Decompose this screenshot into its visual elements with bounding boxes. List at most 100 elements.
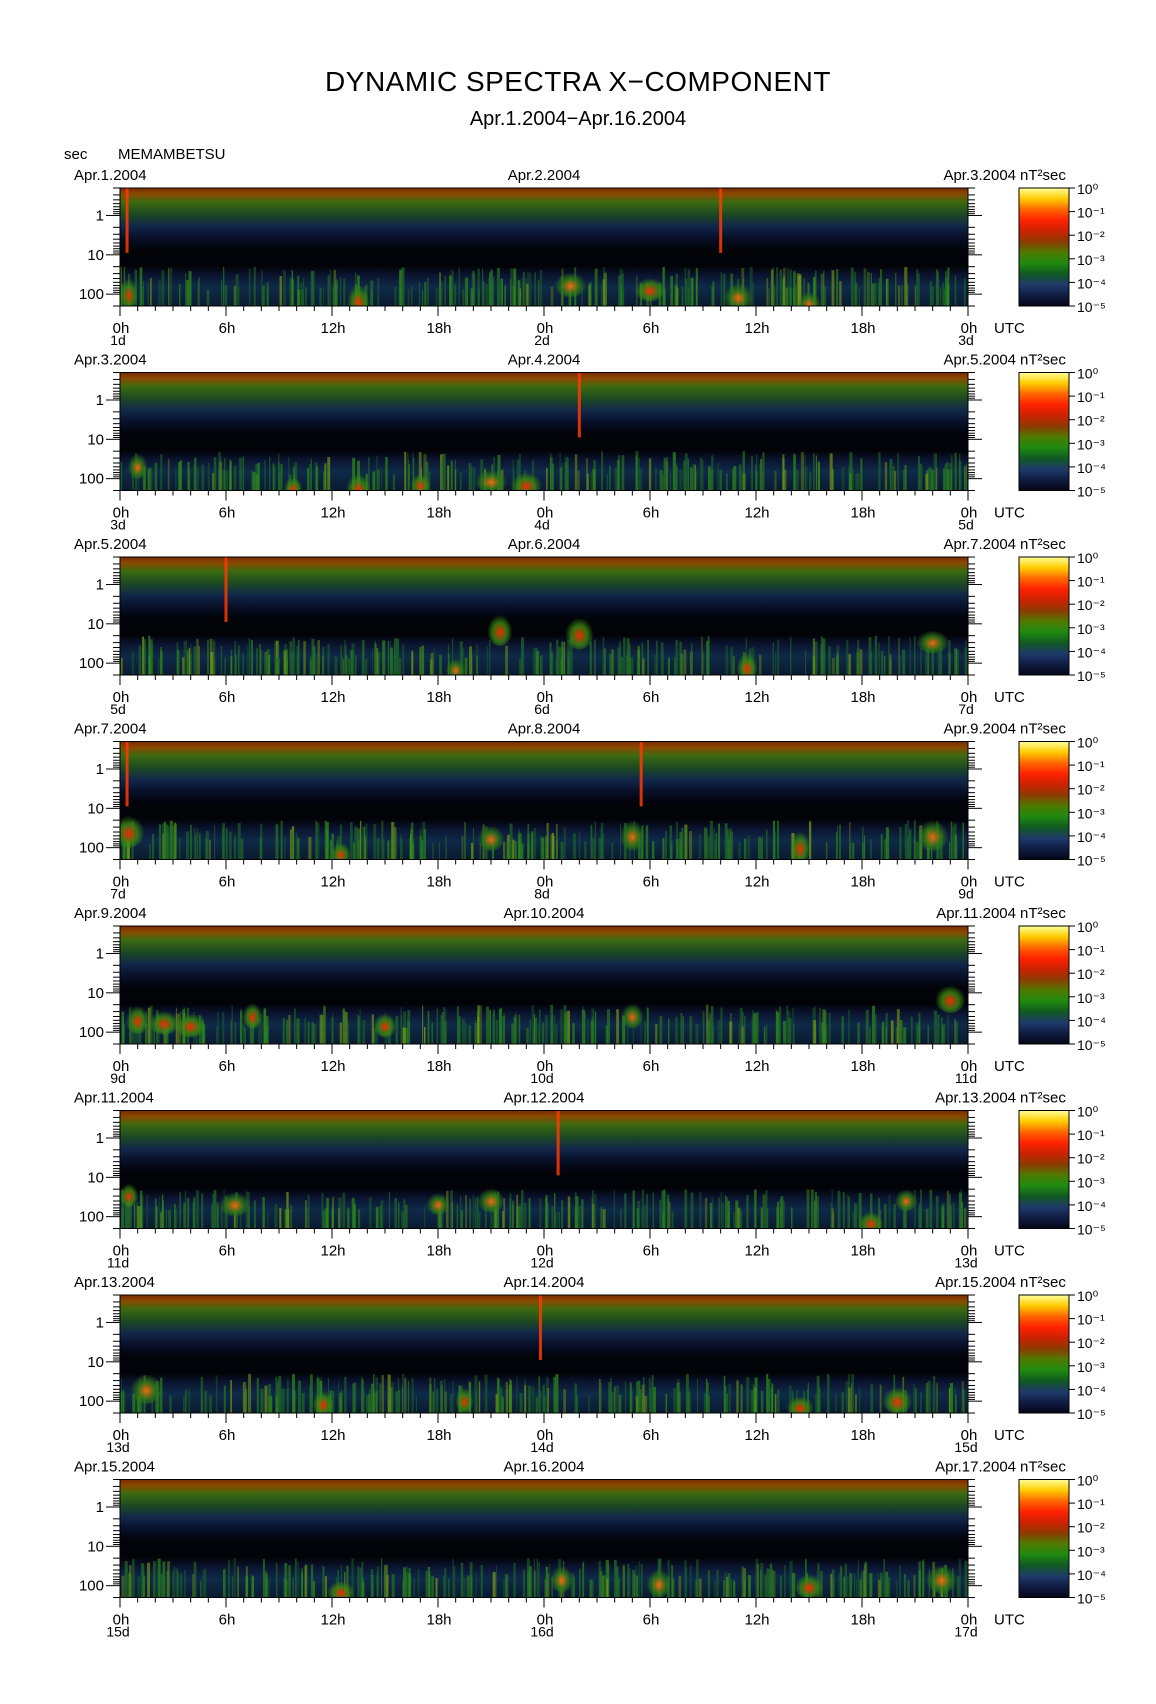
spectral-streak	[374, 643, 378, 675]
spectral-streak	[805, 650, 807, 675]
spectral-streak	[363, 826, 366, 860]
spectral-streak	[470, 843, 474, 860]
spectral-streak	[863, 1564, 866, 1598]
spectral-streak	[334, 656, 338, 675]
spectral-streak	[480, 1005, 482, 1044]
spectral-streak	[764, 1574, 767, 1598]
spectral-streak	[384, 1565, 387, 1598]
spectral-streak	[427, 1011, 430, 1044]
spectral-streak	[176, 649, 180, 675]
spectral-streak	[617, 459, 620, 491]
x-tick-label: 18h	[850, 1058, 875, 1075]
spectral-streak	[554, 1024, 558, 1044]
spectral-streak	[219, 461, 222, 491]
spectral-streak	[961, 1381, 964, 1413]
spectral-streak	[288, 456, 290, 491]
spectral-streak	[725, 645, 729, 675]
spectral-streak	[600, 826, 602, 860]
spectral-streak	[579, 1568, 581, 1598]
spectral-streak	[334, 289, 338, 306]
spectral-streak	[251, 658, 253, 675]
date-label-center: Apr.8.2004	[508, 721, 581, 738]
spectral-streak	[927, 1380, 931, 1413]
spectral-streak	[413, 1578, 415, 1598]
y-tick-label: 1	[96, 1130, 104, 1147]
spectral-streak	[439, 272, 441, 306]
spectral-streak	[954, 1021, 958, 1044]
spectral-streak	[603, 648, 606, 675]
spectral-streak	[453, 1566, 456, 1598]
spectral-streak	[398, 278, 402, 306]
spectral-streak	[213, 1189, 217, 1229]
spectral-streak	[867, 272, 870, 306]
spectral-streak	[730, 1579, 733, 1598]
spectral-streak	[725, 473, 729, 491]
spectral-streak	[427, 277, 429, 306]
spectral-streak	[251, 1575, 255, 1598]
spectral-streak	[376, 469, 380, 491]
spectral-streak	[942, 1024, 946, 1044]
x-tick-label: 18h	[426, 1243, 451, 1260]
spectral-streak	[464, 822, 466, 860]
spectral-streak	[663, 1189, 666, 1229]
x-tick-label: 18h	[426, 505, 451, 522]
spectral-streak	[369, 1389, 371, 1413]
spectral-streak	[439, 654, 442, 675]
spectral-streak	[637, 645, 640, 675]
spectral-streak	[215, 1375, 218, 1413]
spectral-streak	[505, 842, 508, 860]
spectral-streak	[659, 1016, 663, 1044]
spectral-streak	[516, 1194, 518, 1229]
spectral-streak	[383, 839, 385, 860]
spectral-streak	[447, 1578, 450, 1598]
spectral-streak	[207, 462, 210, 491]
x-tick-label: 0h	[961, 1612, 978, 1629]
spectral-streak	[884, 839, 886, 860]
spectral-streak	[440, 281, 443, 306]
spectral-streak	[406, 452, 409, 491]
spectral-streak	[533, 1558, 536, 1598]
x-tick-label: 12h	[320, 1427, 345, 1444]
colorbar-tick-label: 10⁻¹	[1077, 1496, 1105, 1512]
spectral-streak	[411, 286, 413, 306]
spectral-streak	[400, 1015, 403, 1044]
spectral-streak	[774, 653, 777, 675]
colorbar-tick-label: 10⁻⁴	[1077, 1198, 1106, 1214]
spectral-streak	[836, 269, 839, 306]
x-tick-label: 6h	[219, 1243, 236, 1260]
spectral-streak	[895, 273, 897, 306]
spectral-streak	[359, 1567, 362, 1598]
spectral-streak	[878, 282, 881, 306]
spectral-streak	[539, 269, 543, 306]
spectral-streak	[707, 466, 711, 491]
spectral-streak	[766, 1373, 769, 1413]
spectral-streak	[748, 1575, 751, 1598]
spectral-streak	[621, 455, 625, 491]
spectral-streak	[230, 656, 233, 675]
power-burst	[634, 275, 666, 302]
spectral-streak	[533, 1570, 536, 1598]
spectral-streak	[388, 1192, 391, 1229]
spectral-streak	[671, 1564, 674, 1598]
spectral-streak	[393, 827, 396, 860]
x-tick-label: 6h	[643, 1243, 660, 1260]
spectral-streak	[943, 289, 946, 306]
spectral-streak	[238, 286, 240, 306]
x-tick-label: 18h	[850, 1427, 875, 1444]
spectral-streak	[933, 1010, 937, 1044]
spectral-streak	[592, 837, 595, 860]
spectral-streak	[952, 826, 955, 860]
spectral-streak	[927, 468, 930, 491]
spectral-streak	[917, 456, 920, 491]
y-tick-label: 100	[79, 655, 104, 672]
spectral-streak	[167, 458, 170, 491]
spectral-streak	[387, 1374, 391, 1413]
spectral-streak	[871, 651, 873, 675]
spectral-streak	[956, 1575, 960, 1598]
day-label: 16d	[530, 1624, 553, 1640]
spectral-streak	[768, 1569, 771, 1598]
spectral-streak	[609, 465, 611, 491]
spectral-streak	[167, 1561, 170, 1598]
spectral-streak	[143, 1575, 146, 1598]
spectral-streak	[376, 1573, 379, 1598]
